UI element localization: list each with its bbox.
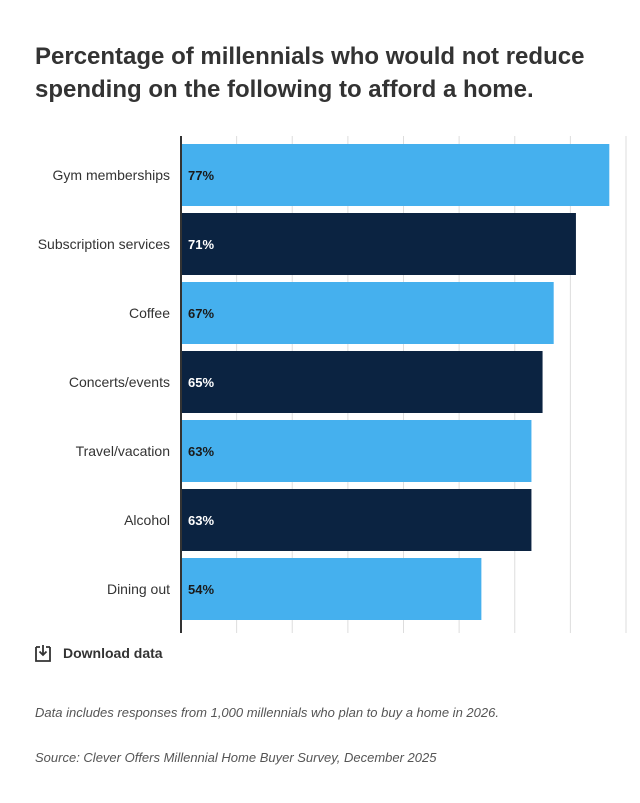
category-label: Travel/vacation	[76, 443, 170, 459]
category-label: Coffee	[129, 305, 170, 321]
bar	[181, 420, 532, 482]
bar	[181, 213, 576, 275]
data-note: Data includes responses from 1,000 mille…	[35, 705, 499, 720]
chart-title: Percentage of millennials who would not …	[35, 43, 585, 103]
bar	[181, 282, 554, 344]
data-label: 63%	[188, 444, 214, 459]
category-label: Subscription services	[38, 236, 170, 252]
data-label: 67%	[188, 306, 214, 321]
bar	[181, 489, 532, 551]
download-data-label: Download data	[63, 645, 163, 661]
data-label: 77%	[188, 168, 214, 183]
category-label: Gym memberships	[53, 167, 170, 183]
data-label: 65%	[188, 375, 214, 390]
bar-chart: Gym memberships 77% Subscription services 7…	[38, 136, 627, 633]
bar	[181, 144, 610, 206]
source-note: Source: Clever Offers Millennial Home Bu…	[35, 750, 437, 765]
data-label: 71%	[188, 237, 214, 252]
bar	[181, 351, 543, 413]
data-label: 54%	[188, 582, 214, 597]
data-label: 63%	[188, 513, 214, 528]
download-data-button[interactable]: Download data	[35, 644, 163, 662]
category-label: Dining out	[107, 581, 170, 597]
bar	[181, 558, 482, 620]
download-icon	[35, 645, 51, 662]
category-label: Alcohol	[124, 512, 170, 528]
category-label: Concerts/events	[69, 374, 170, 390]
